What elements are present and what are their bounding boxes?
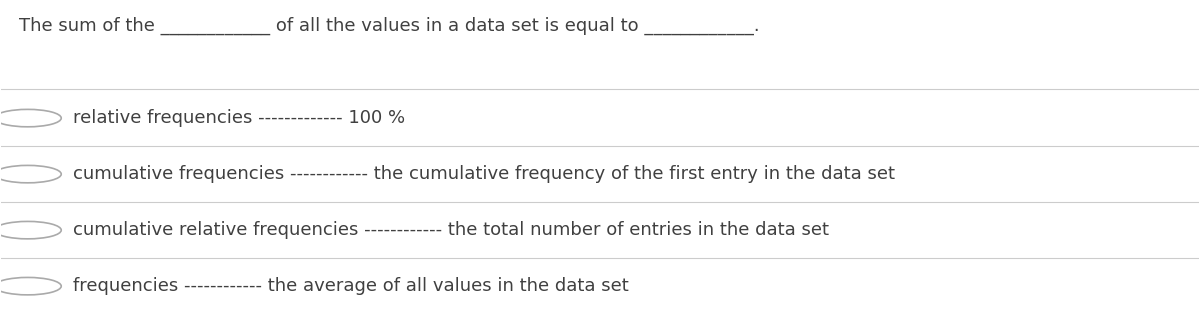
Text: The sum of the ____________ of all the values in a data set is equal to ________: The sum of the ____________ of all the v… bbox=[19, 17, 760, 35]
Text: cumulative frequencies ------------ the cumulative frequency of the first entry : cumulative frequencies ------------ the … bbox=[73, 165, 895, 183]
Text: cumulative relative frequencies ------------ the total number of entries in the : cumulative relative frequencies --------… bbox=[73, 221, 829, 239]
Text: frequencies ------------ the average of all values in the data set: frequencies ------------ the average of … bbox=[73, 277, 629, 295]
Text: relative frequencies ------------- 100 %: relative frequencies ------------- 100 % bbox=[73, 109, 406, 127]
